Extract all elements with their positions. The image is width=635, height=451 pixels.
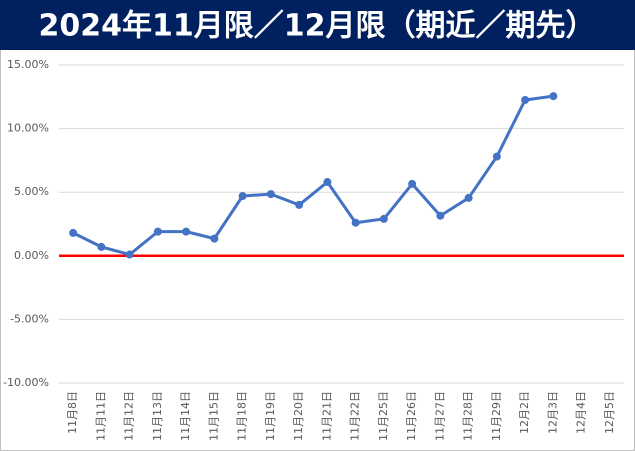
point xyxy=(210,234,219,243)
point xyxy=(323,178,332,187)
x-tick-label: 11月29日 xyxy=(490,391,503,441)
x-tick-label: 11月25日 xyxy=(377,391,390,441)
x-tick-label: 11月8日 xyxy=(66,391,79,434)
x-tick-label: 11月13日 xyxy=(151,391,164,441)
series-line xyxy=(72,94,554,257)
title-banner xyxy=(0,0,635,50)
x-tick-label: 12月4日 xyxy=(575,391,588,434)
point xyxy=(464,193,473,202)
x-tick-label: 11月14日 xyxy=(179,391,192,441)
y-tick-label: -10.00% xyxy=(3,376,49,389)
y-tick-label: 15.00% xyxy=(7,58,49,71)
x-tick-label: 11月18日 xyxy=(236,391,249,441)
point xyxy=(549,92,558,101)
point xyxy=(125,250,134,259)
x-tick-label: 12月5日 xyxy=(603,391,616,434)
x-tick-label: 11月11日 xyxy=(94,391,107,441)
x-tick-label: 11月20日 xyxy=(292,391,305,441)
x-tick-label: 12月2日 xyxy=(518,391,531,434)
point xyxy=(379,214,388,223)
x-tick-label: 11月15日 xyxy=(207,391,220,441)
y-tick-label: 0.00% xyxy=(14,249,49,262)
y-tick-label: 10.00% xyxy=(7,122,49,135)
point xyxy=(492,152,501,161)
point xyxy=(351,218,360,227)
x-tick-label: 11月26日 xyxy=(405,391,418,441)
point xyxy=(153,227,162,236)
x-tick-label: 12月3日 xyxy=(546,391,559,434)
chart-title: 2024年11月限／12月限（期近／期先） xyxy=(39,9,596,44)
point xyxy=(238,192,247,201)
x-tick-label: 11月28日 xyxy=(462,391,475,441)
y-tick-label: -5.00% xyxy=(10,312,49,325)
point xyxy=(97,242,106,251)
x-tick-label: 11月12日 xyxy=(123,391,136,441)
point xyxy=(295,200,304,209)
point xyxy=(408,179,417,188)
y-tick-label: 5.00% xyxy=(14,185,49,198)
point xyxy=(521,95,530,104)
x-tick-label: 11月22日 xyxy=(349,391,362,441)
x-tick-label: 11月19日 xyxy=(264,391,277,441)
point xyxy=(266,190,275,199)
x-tick-label: 11月27日 xyxy=(433,391,446,441)
point xyxy=(436,211,445,220)
point xyxy=(69,228,78,237)
x-tick-label: 11月21日 xyxy=(320,391,333,441)
point xyxy=(182,227,191,236)
